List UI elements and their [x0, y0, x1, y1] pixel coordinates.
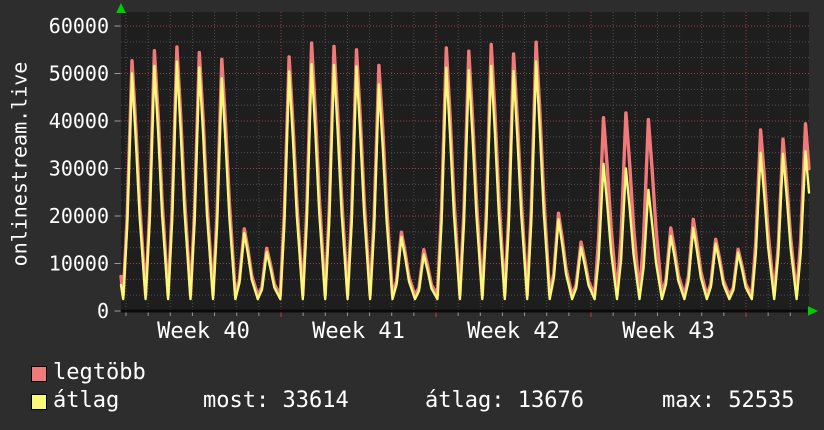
y-axis-tick-label: 60000	[49, 14, 109, 38]
y-axis-arrow-icon	[116, 3, 126, 13]
legend-label-atlag: átlag	[53, 388, 120, 413]
y-axis-tick-label: 20000	[49, 204, 109, 228]
week-label: Week 43	[622, 319, 715, 344]
x-axis-arrow-icon	[808, 306, 818, 316]
stat-atlag: átlag: 13676	[425, 388, 584, 413]
stat-most: most: 33614	[203, 388, 349, 413]
y-axis-tick-label: 40000	[49, 109, 109, 133]
legend-label-legtobb: legtöbb	[53, 360, 146, 385]
y-axis-tick-label: 50000	[49, 62, 109, 86]
legend-swatch-legtobb	[31, 366, 47, 382]
legend-swatch-atlag	[31, 394, 47, 410]
weekly-viewers-chart: 0 10000 20000 30000 40000 50000 60000 Week 40 We…	[49, 3, 818, 344]
x-axis-line	[121, 309, 809, 313]
stat-max: max: 52535	[662, 388, 795, 413]
series-line-atlag	[119, 60, 811, 301]
y-axis-tick-label: 10000	[49, 252, 109, 276]
week-label: Week 42	[467, 319, 560, 344]
week-label: Week 41	[312, 319, 405, 344]
y-axis-tick-label: 30000	[49, 157, 109, 181]
y-axis-tick-label: 0	[97, 299, 109, 323]
week-label: Week 40	[157, 319, 250, 344]
